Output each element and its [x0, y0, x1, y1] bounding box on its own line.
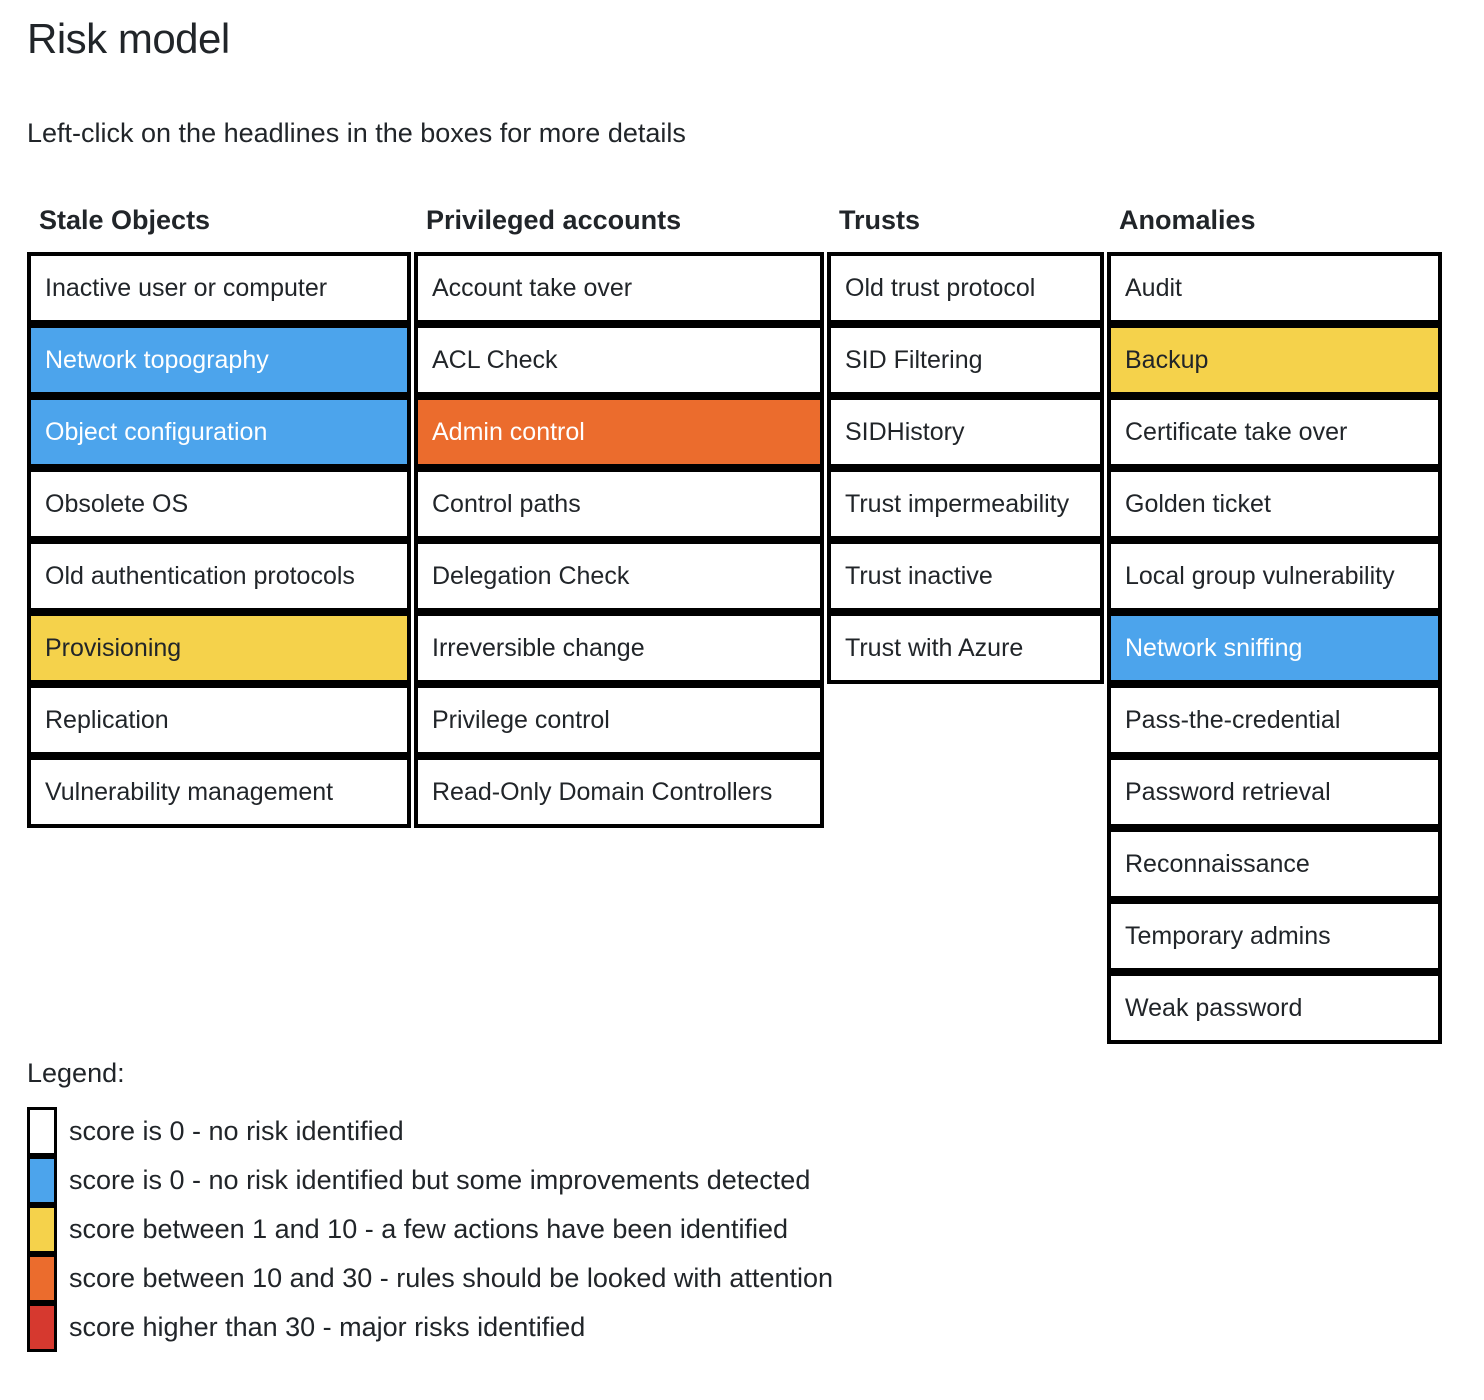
- column-cells-anomalies: Audit Backup Certificate take over Golden t…: [1107, 252, 1442, 1045]
- legend-label-white: score is 0 - no risk identified: [69, 1116, 404, 1147]
- risk-cell-sidhistory[interactable]: SIDHistory: [827, 396, 1104, 469]
- risk-cell-password-retrieval[interactable]: Password retrieval: [1107, 756, 1442, 829]
- risk-cell-trust-impermeability[interactable]: Trust impermeability: [827, 468, 1104, 541]
- legend-item-red: score higher than 30 - major risks ident…: [27, 1303, 1484, 1353]
- column-cells-privileged-accounts: Account take over ACL Check Admin control C…: [414, 252, 824, 829]
- column-trusts: Trusts Old trust protocol SID Filtering SI…: [827, 205, 1104, 685]
- column-header-stale-objects: Stale Objects: [39, 205, 211, 236]
- risk-cell-irreversible-change[interactable]: Irreversible change: [414, 612, 824, 685]
- risk-cell-pass-the-credential[interactable]: Pass-the-credential: [1107, 684, 1442, 757]
- risk-cell-sid-filtering[interactable]: SID Filtering: [827, 324, 1104, 397]
- column-privileged-accounts: Privileged accounts Account take over ACL…: [414, 205, 824, 829]
- page-subtitle: Left-click on the headlines in the boxes…: [27, 118, 686, 149]
- legend-item-blue: score is 0 - no risk identified but some…: [27, 1156, 1484, 1206]
- risk-cell-temporary-admins[interactable]: Temporary admins: [1107, 900, 1442, 973]
- column-anomalies: Anomalies Audit Backup Certificate take ov…: [1107, 205, 1442, 1045]
- legend-swatch-red: [27, 1303, 57, 1353]
- risk-cell-old-trust-protocol[interactable]: Old trust protocol: [827, 252, 1104, 325]
- column-header-trusts: Trusts: [839, 205, 921, 236]
- risk-cell-trust-inactive[interactable]: Trust inactive: [827, 540, 1104, 613]
- legend-label-yellow: score between 1 and 10 - a few actions h…: [69, 1214, 788, 1245]
- risk-cell-read-only-domain-controllers[interactable]: Read-Only Domain Controllers: [414, 756, 824, 829]
- legend-item-yellow: score between 1 and 10 - a few actions h…: [27, 1205, 1484, 1255]
- risk-cell-privilege-control[interactable]: Privilege control: [414, 684, 824, 757]
- risk-cell-inactive-user-or-computer[interactable]: Inactive user or computer: [27, 252, 411, 325]
- risk-cell-network-topography[interactable]: Network topography: [27, 324, 411, 397]
- legend-item-orange: score between 10 and 30 - rules should b…: [27, 1254, 1484, 1304]
- risk-cell-acl-check[interactable]: ACL Check: [414, 324, 824, 397]
- legend-swatch-yellow: [27, 1205, 57, 1255]
- legend-label-red: score higher than 30 - major risks ident…: [69, 1312, 586, 1343]
- risk-cell-replication[interactable]: Replication: [27, 684, 411, 757]
- column-header-privileged-accounts: Privileged accounts: [426, 205, 682, 236]
- legend-item-white: score is 0 - no risk identified: [27, 1107, 1484, 1157]
- risk-model-grid: Stale Objects Inactive user or computer N…: [27, 205, 1484, 1045]
- risk-cell-weak-password[interactable]: Weak password: [1107, 972, 1442, 1045]
- column-cells-stale-objects: Inactive user or computer Network topogra…: [27, 252, 411, 829]
- page-title: Risk model: [27, 15, 230, 62]
- risk-cell-local-group-vulnerability[interactable]: Local group vulnerability: [1107, 540, 1442, 613]
- risk-cell-control-paths[interactable]: Control paths: [414, 468, 824, 541]
- legend-label-orange: score between 10 and 30 - rules should b…: [69, 1263, 834, 1294]
- risk-cell-reconnaissance[interactable]: Reconnaissance: [1107, 828, 1442, 901]
- risk-cell-provisioning[interactable]: Provisioning: [27, 612, 411, 685]
- column-stale-objects: Stale Objects Inactive user or computer N…: [27, 205, 411, 829]
- risk-cell-delegation-check[interactable]: Delegation Check: [414, 540, 824, 613]
- legend-swatch-orange: [27, 1254, 57, 1304]
- risk-cell-object-configuration[interactable]: Object configuration: [27, 396, 411, 469]
- column-header-anomalies: Anomalies: [1119, 205, 1256, 236]
- risk-cell-golden-ticket[interactable]: Golden ticket: [1107, 468, 1442, 541]
- legend-swatch-blue: [27, 1156, 57, 1206]
- risk-cell-old-authentication-protocols[interactable]: Old authentication protocols: [27, 540, 411, 613]
- risk-cell-certificate-take-over[interactable]: Certificate take over: [1107, 396, 1442, 469]
- risk-cell-obsolete-os[interactable]: Obsolete OS: [27, 468, 411, 541]
- risk-cell-vulnerability-management[interactable]: Vulnerability management: [27, 756, 411, 829]
- risk-cell-backup[interactable]: Backup: [1107, 324, 1442, 397]
- risk-cell-account-take-over[interactable]: Account take over: [414, 252, 824, 325]
- legend-items: score is 0 - no risk identified score is …: [27, 1107, 1484, 1353]
- legend-swatch-white: [27, 1107, 57, 1157]
- risk-cell-admin-control[interactable]: Admin control: [414, 396, 824, 469]
- legend-label-blue: score is 0 - no risk identified but some…: [69, 1165, 811, 1196]
- column-cells-trusts: Old trust protocol SID Filtering SIDHistor…: [827, 252, 1104, 685]
- risk-cell-network-sniffing[interactable]: Network sniffing: [1107, 612, 1442, 685]
- risk-cell-trust-with-azure[interactable]: Trust with Azure: [827, 612, 1104, 685]
- risk-cell-audit[interactable]: Audit: [1107, 252, 1442, 325]
- legend-title: Legend:: [27, 1058, 125, 1089]
